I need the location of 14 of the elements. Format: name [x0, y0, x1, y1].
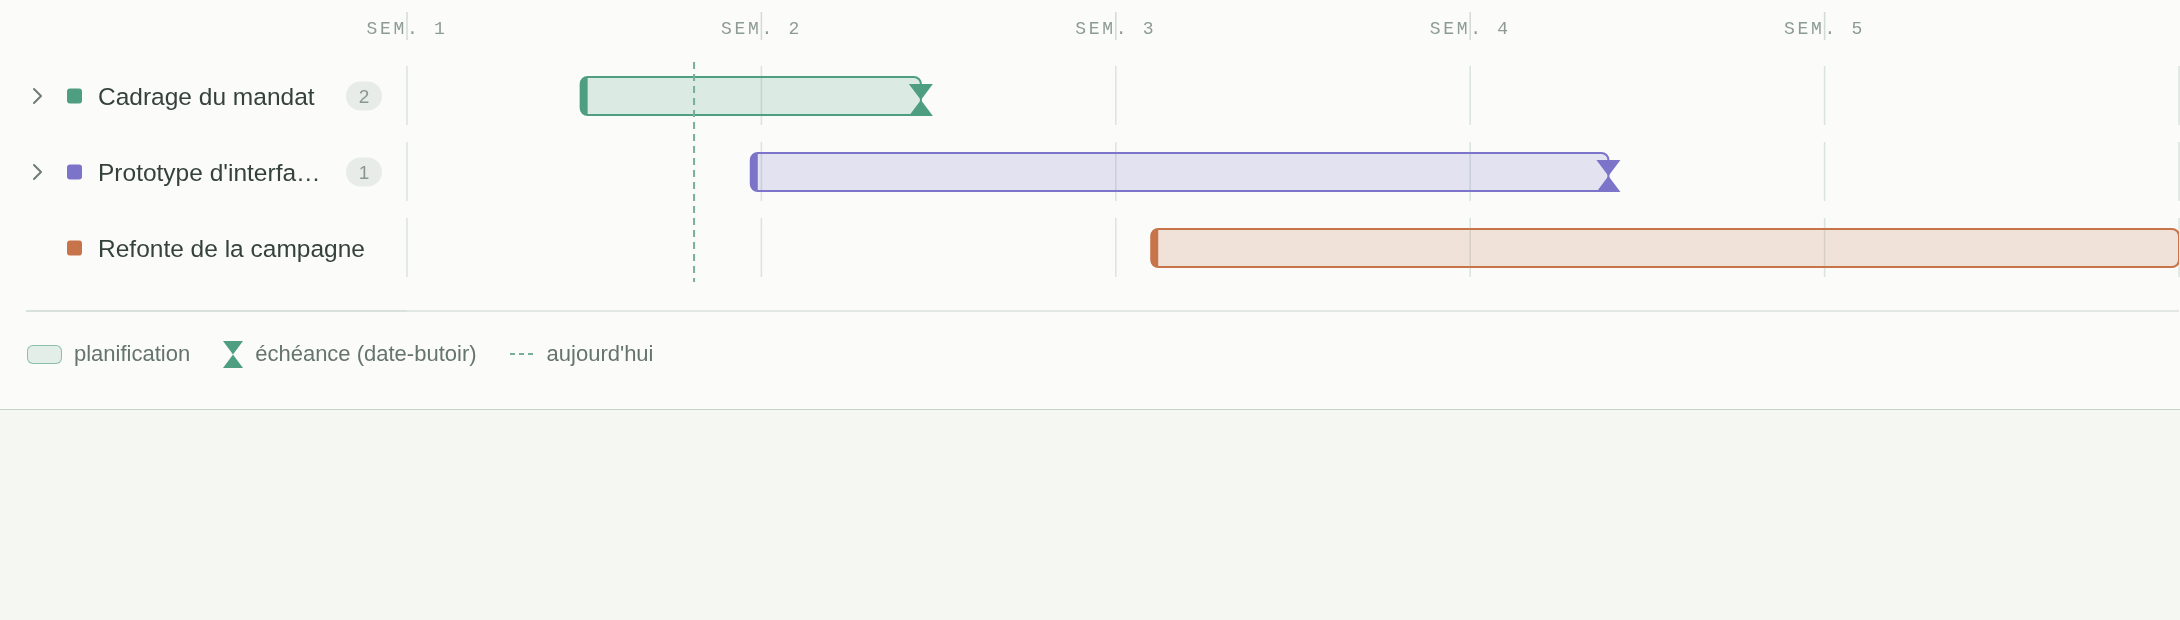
legend-label: aujourd'hui [546, 341, 654, 367]
bar [1150, 228, 2179, 268]
x-tick-label: SEM. 3 [1075, 19, 1157, 39]
y-tick-label: Cadrage du mandat [98, 82, 315, 110]
text: 1 [358, 162, 370, 183]
y-tick-label: Prototype d'interfa… [98, 158, 321, 186]
legend-label: échéance (date-butoir) [255, 341, 477, 367]
y-tick-label: Refonte de la campagne [98, 234, 365, 262]
legend-label: planification [74, 341, 191, 367]
text: 2 [358, 86, 370, 107]
x-tick-label: SEM. 1 [366, 19, 448, 39]
x-tick-label: SEM. 4 [1429, 19, 1511, 39]
x-tick-label: SEM. 5 [1784, 19, 1866, 39]
x-tick-label: SEM. 2 [720, 19, 802, 39]
